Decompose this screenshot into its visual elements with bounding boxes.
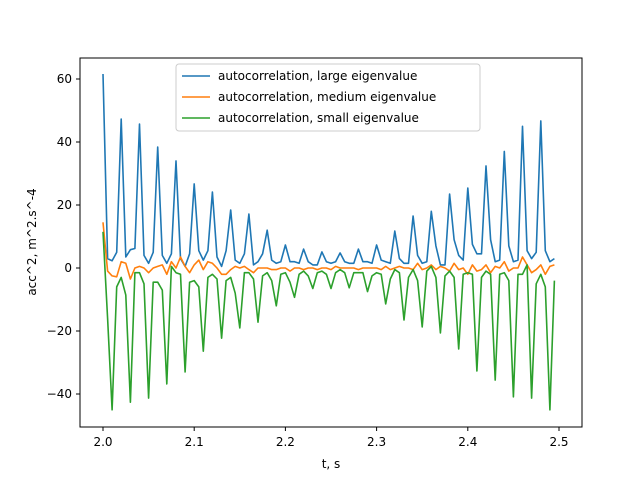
y-tick-label: −20 xyxy=(47,324,72,338)
legend-label-2: autocorrelation, small eigenvalue xyxy=(218,111,419,125)
x-axis: 2.0 2.1 2.2 2.3 2.4 2.5 xyxy=(93,427,569,449)
series-line-2 xyxy=(102,231,556,411)
y-tick-label: 20 xyxy=(57,198,72,212)
y-tick-label: −40 xyxy=(47,387,72,401)
y-tick-label: 40 xyxy=(57,135,72,149)
series-layer xyxy=(102,73,556,411)
legend: autocorrelation, large eigenvalue autocor… xyxy=(175,63,481,132)
x-tick-label: 2.0 xyxy=(93,435,112,449)
legend-label-1: autocorrelation, medium eigenvalue xyxy=(218,90,436,104)
y-tick-label: 60 xyxy=(57,72,72,86)
x-tick-label: 2.3 xyxy=(367,435,386,449)
y-axis-label: acc^2, m^2.s^-4 xyxy=(25,188,39,295)
y-axis: −40 −20 0 20 40 60 xyxy=(47,72,80,401)
x-tick-label: 2.5 xyxy=(549,435,568,449)
x-tick-label: 2.1 xyxy=(185,435,204,449)
x-tick-label: 2.4 xyxy=(458,435,477,449)
x-tick-label: 2.2 xyxy=(276,435,295,449)
legend-label-0: autocorrelation, large eigenvalue xyxy=(218,69,417,83)
legend-box xyxy=(175,63,481,132)
axes-frame xyxy=(79,57,583,428)
x-axis-label: t, s xyxy=(322,457,341,471)
series-line-1 xyxy=(102,222,555,280)
y-tick-label: 0 xyxy=(64,261,72,275)
series-line-0 xyxy=(102,73,555,268)
